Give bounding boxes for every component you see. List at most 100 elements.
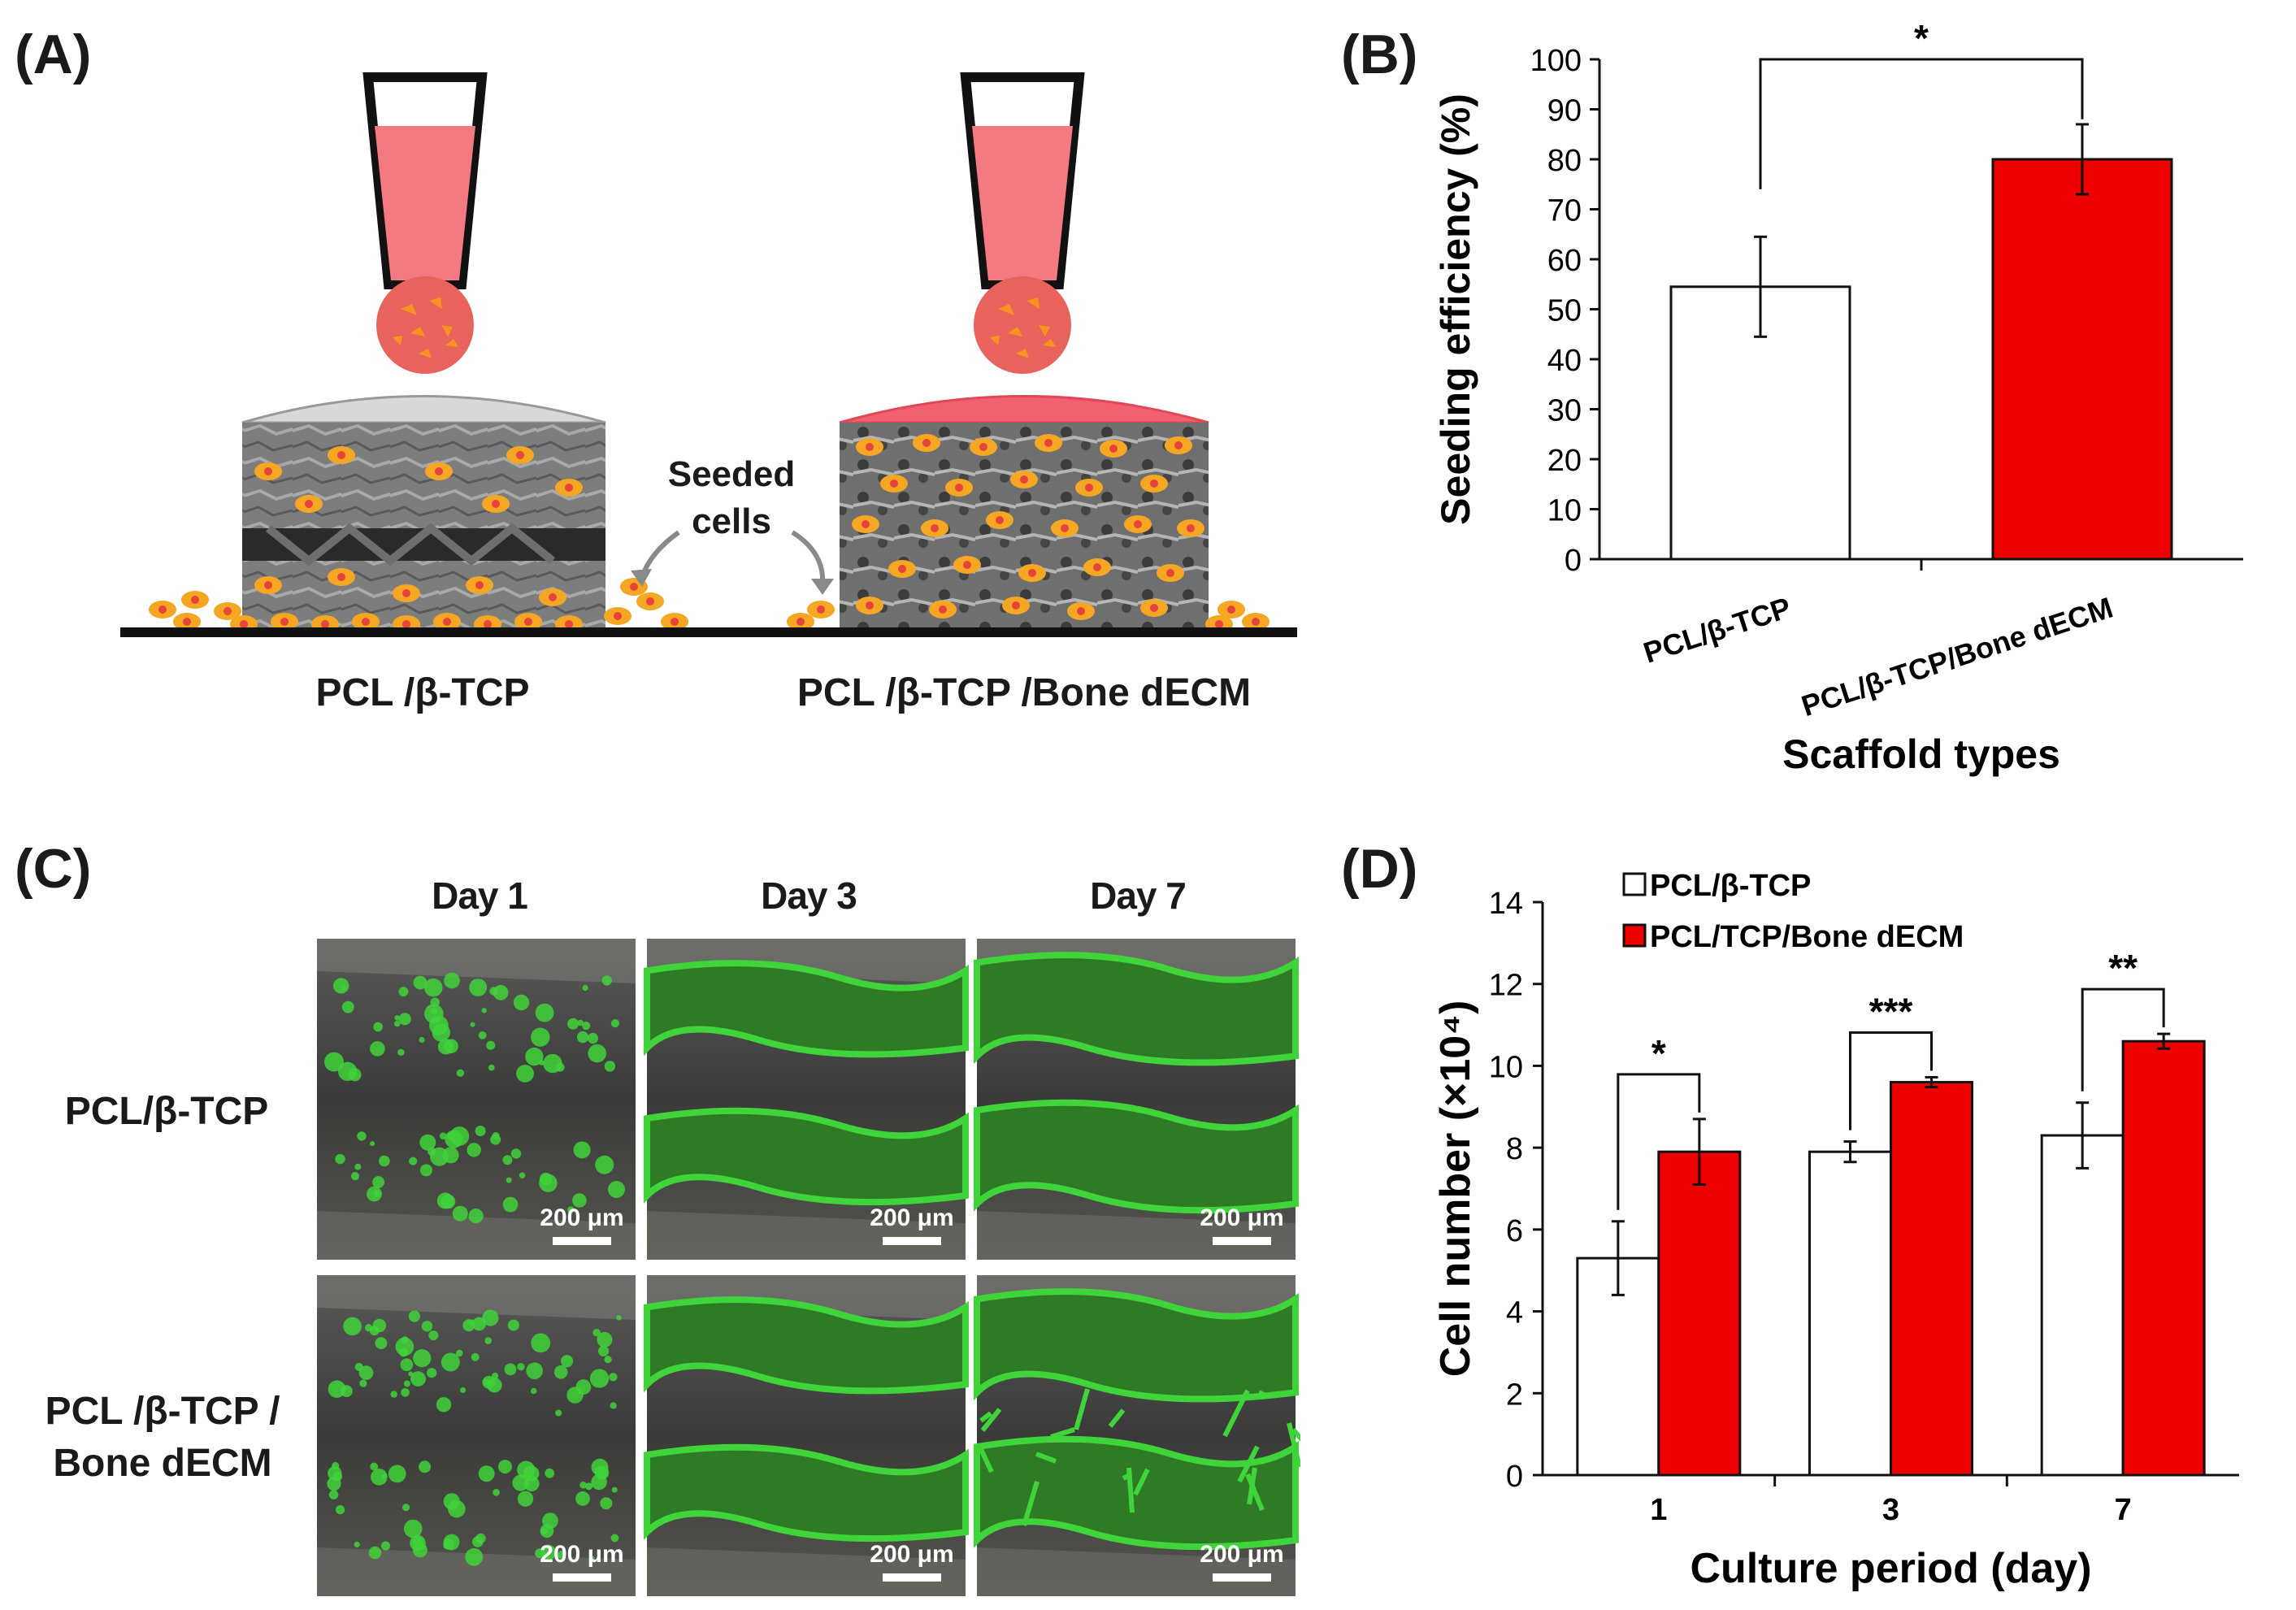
cell-cluster bbox=[408, 1310, 420, 1322]
cell-cluster bbox=[516, 1065, 534, 1083]
bar bbox=[1991, 158, 2173, 561]
strut-band bbox=[317, 939, 636, 983]
cell-cluster bbox=[567, 1018, 579, 1030]
micrograph-tile-r2-c1: 200 μm bbox=[317, 1275, 636, 1596]
x-tick-label: PCL/β-TCP/Bone dECM bbox=[1797, 591, 2116, 723]
cell-cluster bbox=[328, 1466, 342, 1481]
cell-cluster bbox=[504, 1363, 517, 1376]
col-header-day3: Day 3 bbox=[761, 874, 857, 917]
bar bbox=[2040, 1134, 2125, 1477]
cell-cluster bbox=[403, 1380, 410, 1387]
legend-swatch bbox=[1622, 872, 1647, 896]
cell-cluster bbox=[354, 1541, 360, 1547]
panel-a-label: (A) bbox=[15, 24, 92, 85]
cell-cluster bbox=[390, 1391, 397, 1398]
cell-coverage-strut bbox=[974, 1099, 1299, 1214]
cell-cluster bbox=[401, 1388, 410, 1397]
cell-cluster bbox=[478, 1465, 495, 1482]
cell-cluster bbox=[592, 1329, 601, 1337]
panel-d-label: (D) bbox=[1341, 838, 1418, 900]
cell-cluster bbox=[535, 1003, 554, 1022]
micrograph-tile-r1-c2: 200 μm bbox=[644, 939, 969, 1260]
significance-bracket bbox=[2081, 987, 2165, 1091]
cell-cluster bbox=[403, 1519, 423, 1538]
y-tick-label: 50 bbox=[1547, 294, 1582, 328]
cell-cluster bbox=[460, 1387, 467, 1394]
row-label-pcl-tcp-ecm: PCL /β-TCP / Bone dECM bbox=[8, 1386, 317, 1490]
cell-bridge bbox=[1245, 1473, 1265, 1512]
cell-cluster bbox=[526, 1362, 543, 1379]
scale-bar bbox=[553, 1573, 611, 1582]
cell-cluster bbox=[506, 1177, 512, 1183]
cell-cluster bbox=[584, 1482, 593, 1491]
cell-cluster bbox=[561, 1355, 574, 1368]
cell-cluster bbox=[507, 1319, 519, 1331]
cell-cluster bbox=[380, 1541, 391, 1551]
panel-b-label: (B) bbox=[1341, 24, 1418, 85]
cell-cluster bbox=[445, 1130, 463, 1148]
cell-coverage-strut bbox=[974, 1288, 1299, 1403]
scaffold-caption-left: PCL /β-TCP bbox=[315, 671, 530, 714]
cell-cluster bbox=[576, 1031, 589, 1044]
cell-cluster bbox=[419, 1460, 432, 1473]
strut-band bbox=[317, 1547, 636, 1596]
legend-label: PCL/TCP/Bone dECM bbox=[1650, 920, 1964, 954]
cell-cluster bbox=[539, 1060, 545, 1065]
cell-cluster bbox=[398, 1013, 411, 1026]
cell-cluster bbox=[598, 1345, 610, 1356]
cell-cluster bbox=[336, 1505, 345, 1515]
scale-bar-label: 200 μm bbox=[540, 1204, 623, 1231]
y-axis-title: Seeding efficiency (%) bbox=[1433, 93, 1478, 525]
bar bbox=[1808, 1150, 1892, 1477]
cell-bridge bbox=[1237, 1445, 1260, 1483]
cell-cluster bbox=[502, 1155, 513, 1165]
cell-cluster bbox=[443, 1493, 460, 1510]
row-label-line2: Bone dECM bbox=[53, 1442, 272, 1485]
cell-cluster bbox=[531, 1027, 550, 1047]
col-header-day1: Day 1 bbox=[432, 874, 528, 917]
cell-cluster bbox=[517, 1363, 525, 1371]
micrograph-tile-r1-c3: 200 μm bbox=[974, 939, 1299, 1260]
cell-cluster bbox=[424, 1004, 444, 1023]
cell-cluster bbox=[467, 1319, 475, 1326]
cell-cluster bbox=[440, 1132, 447, 1139]
cell-cluster bbox=[482, 1375, 496, 1389]
cell-bridge bbox=[1035, 1452, 1057, 1464]
y-tick-label: 14 bbox=[1489, 887, 1523, 921]
scale-bar-label: 200 μm bbox=[540, 1541, 623, 1568]
cell-cluster bbox=[535, 1548, 545, 1559]
cell-cluster bbox=[610, 1402, 617, 1409]
cell-cluster bbox=[519, 1172, 526, 1179]
cell-bridge bbox=[1022, 1481, 1039, 1526]
y-tick-label: 0 bbox=[1506, 1460, 1523, 1494]
y-tick-label: 2 bbox=[1506, 1378, 1523, 1412]
cell-coverage-strut bbox=[974, 952, 1299, 1066]
cell-cluster bbox=[397, 1048, 405, 1056]
cell-cluster bbox=[398, 987, 409, 997]
y-tick-label: 6 bbox=[1506, 1214, 1523, 1248]
cell-cluster bbox=[357, 1131, 367, 1141]
scale-bar bbox=[1213, 1237, 1271, 1245]
cell-cluster bbox=[436, 1192, 454, 1209]
cell-cluster bbox=[525, 1047, 544, 1066]
col-header-day7: Day 7 bbox=[1090, 874, 1187, 917]
cell-cluster bbox=[567, 1206, 575, 1213]
cell-cluster bbox=[610, 1019, 619, 1028]
y-tick-label: 80 bbox=[1547, 144, 1582, 178]
cell-bridge bbox=[1133, 1468, 1150, 1496]
cell-coverage-strut bbox=[644, 960, 969, 1058]
cell-cluster bbox=[441, 1352, 460, 1372]
cell-cluster bbox=[492, 1372, 499, 1379]
cell-cluster bbox=[343, 1317, 362, 1336]
cell-cluster bbox=[486, 1040, 496, 1050]
cell-cluster bbox=[616, 1315, 622, 1321]
cell-cluster bbox=[575, 1491, 590, 1506]
scale-bar bbox=[1213, 1573, 1271, 1582]
cell-cluster bbox=[555, 1409, 562, 1417]
cell-cluster bbox=[573, 1141, 591, 1159]
y-tick-label: 8 bbox=[1506, 1132, 1523, 1166]
scale-bar-label: 200 μm bbox=[1200, 1204, 1283, 1231]
cell-cluster bbox=[402, 1504, 410, 1512]
y-tick-label: 70 bbox=[1547, 194, 1582, 228]
cell-cluster bbox=[413, 1349, 432, 1368]
